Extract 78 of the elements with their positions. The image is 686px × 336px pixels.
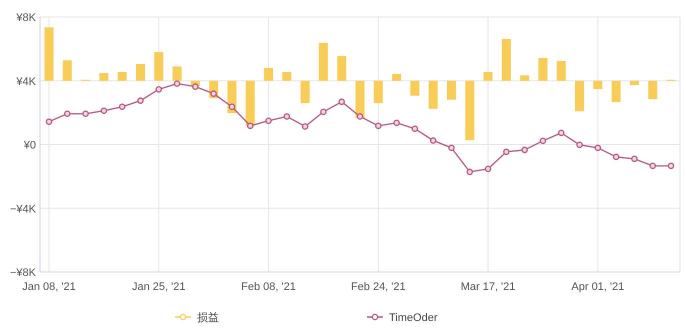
point [668, 162, 674, 170]
y-tick-label: ¥4K [15, 76, 37, 88]
point [521, 146, 528, 154]
bar [575, 80, 584, 112]
point [338, 98, 345, 106]
bar [246, 80, 255, 126]
bar [593, 80, 602, 90]
y-tick-label: −¥8K [10, 267, 37, 279]
point [430, 137, 436, 144]
point [540, 138, 546, 144]
bar [446, 80, 456, 100]
legend-label: TimeOder [389, 312, 438, 324]
x-tick-label: Feb 08, '21 [241, 281, 296, 293]
point [631, 156, 638, 162]
point [594, 144, 602, 152]
bar [99, 73, 108, 81]
x-tick-label: Apr 01, '21 [571, 281, 624, 293]
point [156, 86, 162, 93]
bar [484, 72, 493, 81]
x-tick-label: Mar 17, '21 [460, 281, 516, 293]
point [100, 107, 108, 114]
bar [264, 68, 274, 81]
bar [44, 27, 54, 81]
bar [154, 52, 164, 81]
bar [648, 80, 658, 100]
bar [318, 42, 328, 81]
bar [612, 80, 621, 102]
bar [356, 80, 364, 118]
point [174, 80, 180, 87]
bar [282, 72, 292, 81]
point [246, 122, 254, 130]
bar [172, 66, 182, 81]
bar [374, 80, 383, 104]
point [448, 144, 455, 152]
point [393, 120, 400, 126]
point [320, 108, 327, 116]
point [265, 118, 272, 124]
point [228, 103, 236, 110]
bar [62, 60, 72, 81]
point [137, 97, 144, 104]
bar [538, 58, 548, 81]
point [612, 154, 620, 160]
bar [118, 72, 127, 81]
point [210, 90, 217, 97]
bar [136, 64, 145, 81]
bar [337, 56, 346, 81]
point [356, 113, 364, 120]
point [302, 123, 308, 130]
point [576, 142, 583, 148]
bar [520, 75, 530, 81]
bar [465, 80, 474, 140]
x-tick-label: Jan 25, '21 [132, 281, 186, 293]
point [412, 125, 418, 132]
bar [502, 38, 511, 81]
x-tick-label: Jan 08, '21 [22, 281, 76, 293]
bar [392, 74, 402, 81]
legend-label: 损益 [197, 312, 219, 324]
point [64, 110, 71, 117]
point [466, 168, 474, 176]
point [82, 110, 89, 117]
point [46, 118, 52, 125]
point [192, 83, 199, 90]
point [484, 166, 492, 172]
point [284, 113, 290, 120]
x-tick-label: Feb 24, '21 [350, 281, 406, 293]
y-tick-label: ¥0 [22, 140, 36, 152]
bar [410, 80, 420, 96]
bar [556, 60, 566, 81]
bar [300, 80, 310, 104]
bar [630, 80, 639, 86]
point [375, 122, 382, 130]
y-tick-label: ¥8K [15, 12, 37, 24]
point [118, 103, 126, 110]
bar [428, 80, 438, 109]
point [503, 148, 510, 156]
point [649, 162, 656, 170]
y-tick-label: −¥4K [10, 203, 37, 216]
point [558, 130, 564, 136]
